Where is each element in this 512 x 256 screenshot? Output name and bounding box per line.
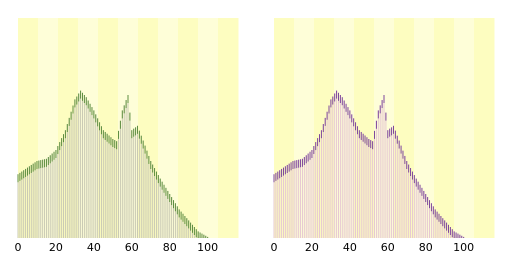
x-tick-label: 40 (343, 241, 357, 254)
background-band (474, 18, 495, 238)
x-tick-label: 0 (15, 241, 22, 254)
x-tick-label: 100 (453, 241, 474, 254)
x-tick-label: 60 (381, 241, 395, 254)
background-band (454, 18, 475, 238)
x-tick-label: 60 (125, 241, 139, 254)
x-tick-label: 20 (49, 241, 63, 254)
background-band (314, 18, 335, 238)
x-tick-label: 20 (305, 241, 319, 254)
background-band (218, 18, 239, 238)
x-tick-label: 100 (197, 241, 218, 254)
background-band (434, 18, 455, 238)
x-tick-label: 40 (87, 241, 101, 254)
background-band (178, 18, 199, 238)
x-tick-label: 0 (271, 241, 278, 254)
background-band (198, 18, 219, 238)
background-band (414, 18, 435, 238)
background-band (58, 18, 79, 238)
x-tick-label: 80 (163, 241, 177, 254)
background-band (158, 18, 179, 238)
x-tick-label: 80 (419, 241, 433, 254)
